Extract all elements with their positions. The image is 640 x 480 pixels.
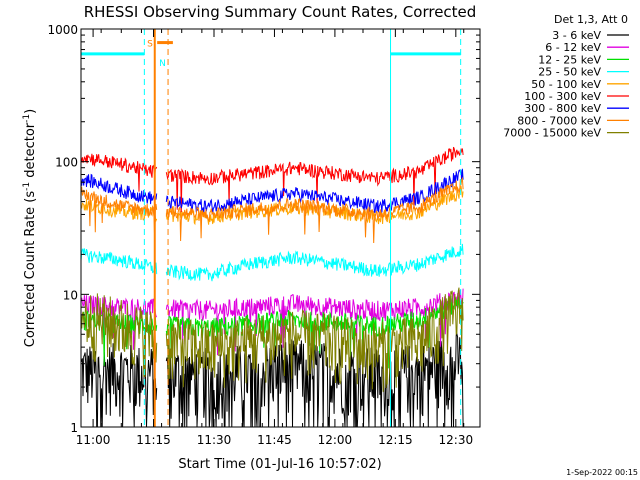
- flag-s-label: S: [147, 40, 153, 50]
- y-tick-label: 1000: [47, 23, 78, 37]
- series-line: [81, 146, 464, 213]
- legend-entry-label: 25 - 50 keV: [538, 66, 601, 79]
- x-tick-label: 12:30: [439, 433, 474, 447]
- y-tick-label: 100: [55, 156, 78, 170]
- x-tick-label: 11:30: [197, 433, 232, 447]
- y-tick-label: 10: [63, 288, 78, 302]
- series-line: [81, 243, 464, 282]
- series-line: [81, 176, 464, 244]
- legend-entry-label: 800 - 7000 keV: [517, 114, 601, 127]
- y-axis-label: Corrected Count Rate (s-1 detector-1): [22, 109, 38, 347]
- plot-frame: [80, 28, 481, 428]
- x-axis: 11:00 11:15 11:30 11:45 12:00 12:15 12:30: [76, 29, 473, 447]
- legend-entry-label: 3 - 6 keV: [552, 29, 601, 42]
- series-layer: [81, 146, 464, 427]
- x-tick-label: 11:00: [76, 433, 111, 447]
- flag-layer: SN: [81, 29, 462, 427]
- x-tick-label: 11:45: [257, 433, 292, 447]
- y-tick-label: 1: [70, 421, 78, 435]
- legend-entry-label: 300 - 800 keV: [524, 102, 601, 115]
- legend-title: Det 1,3, Att 0: [554, 13, 628, 26]
- legend-entry-label: 50 - 100 keV: [531, 78, 601, 91]
- chart-title: RHESSI Observing Summary Count Rates, Co…: [84, 3, 477, 21]
- legend-entry-label: 12 - 25 keV: [538, 53, 601, 66]
- x-tick-label: 11:15: [136, 433, 171, 447]
- x-axis-label: Start Time (01-Jul-16 10:57:02): [178, 457, 381, 472]
- x-tick-label: 12:00: [318, 433, 353, 447]
- flag-n-label: N: [159, 59, 166, 69]
- legend-entry-label: 7000 - 15000 keV: [503, 127, 601, 140]
- legend-entry-label: 100 - 300 keV: [524, 90, 601, 103]
- timestamp: 1-Sep-2022 00:15: [566, 468, 638, 477]
- y-axis: 1 10 100 1000: [47, 23, 480, 435]
- x-tick-label: 12:15: [378, 433, 413, 447]
- legend-entry-label: 6 - 12 keV: [545, 41, 601, 54]
